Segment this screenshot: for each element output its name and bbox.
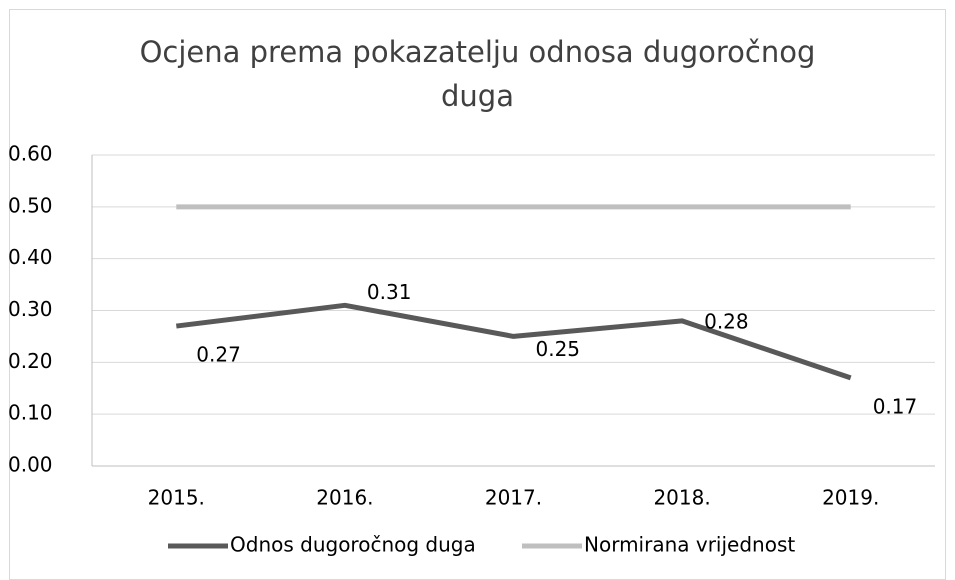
y-tick-label: 0.00 (8, 453, 53, 477)
y-tick-label: 0.40 (8, 245, 53, 269)
y-tick-label: 0.50 (8, 193, 53, 217)
chart-title: Ocjena prema pokazatelju odnosa dugoročn… (139, 35, 816, 113)
data-label: 0.17 (873, 394, 918, 418)
x-tick-label: 2016. (316, 486, 373, 510)
x-tick-label: 2017. (485, 486, 542, 510)
legend-label: Odnos dugoročnog duga (230, 533, 476, 557)
data-label: 0.27 (196, 343, 241, 367)
y-tick-label: 0.30 (8, 297, 53, 321)
y-tick-label: 0.60 (8, 142, 53, 166)
x-tick-label: 2019. (822, 486, 879, 510)
data-label: 0.31 (367, 280, 412, 304)
data-label: 0.28 (704, 309, 749, 333)
y-tick-label: 0.20 (8, 349, 53, 373)
legend-label: Normirana vrijednost (584, 533, 795, 557)
y-tick-label: 0.10 (8, 401, 53, 425)
x-tick-label: 2018. (653, 486, 710, 510)
chart-border (9, 9, 946, 580)
data-label: 0.25 (536, 337, 581, 361)
series-line (175, 302, 852, 381)
x-tick-label: 2015. (148, 486, 205, 510)
